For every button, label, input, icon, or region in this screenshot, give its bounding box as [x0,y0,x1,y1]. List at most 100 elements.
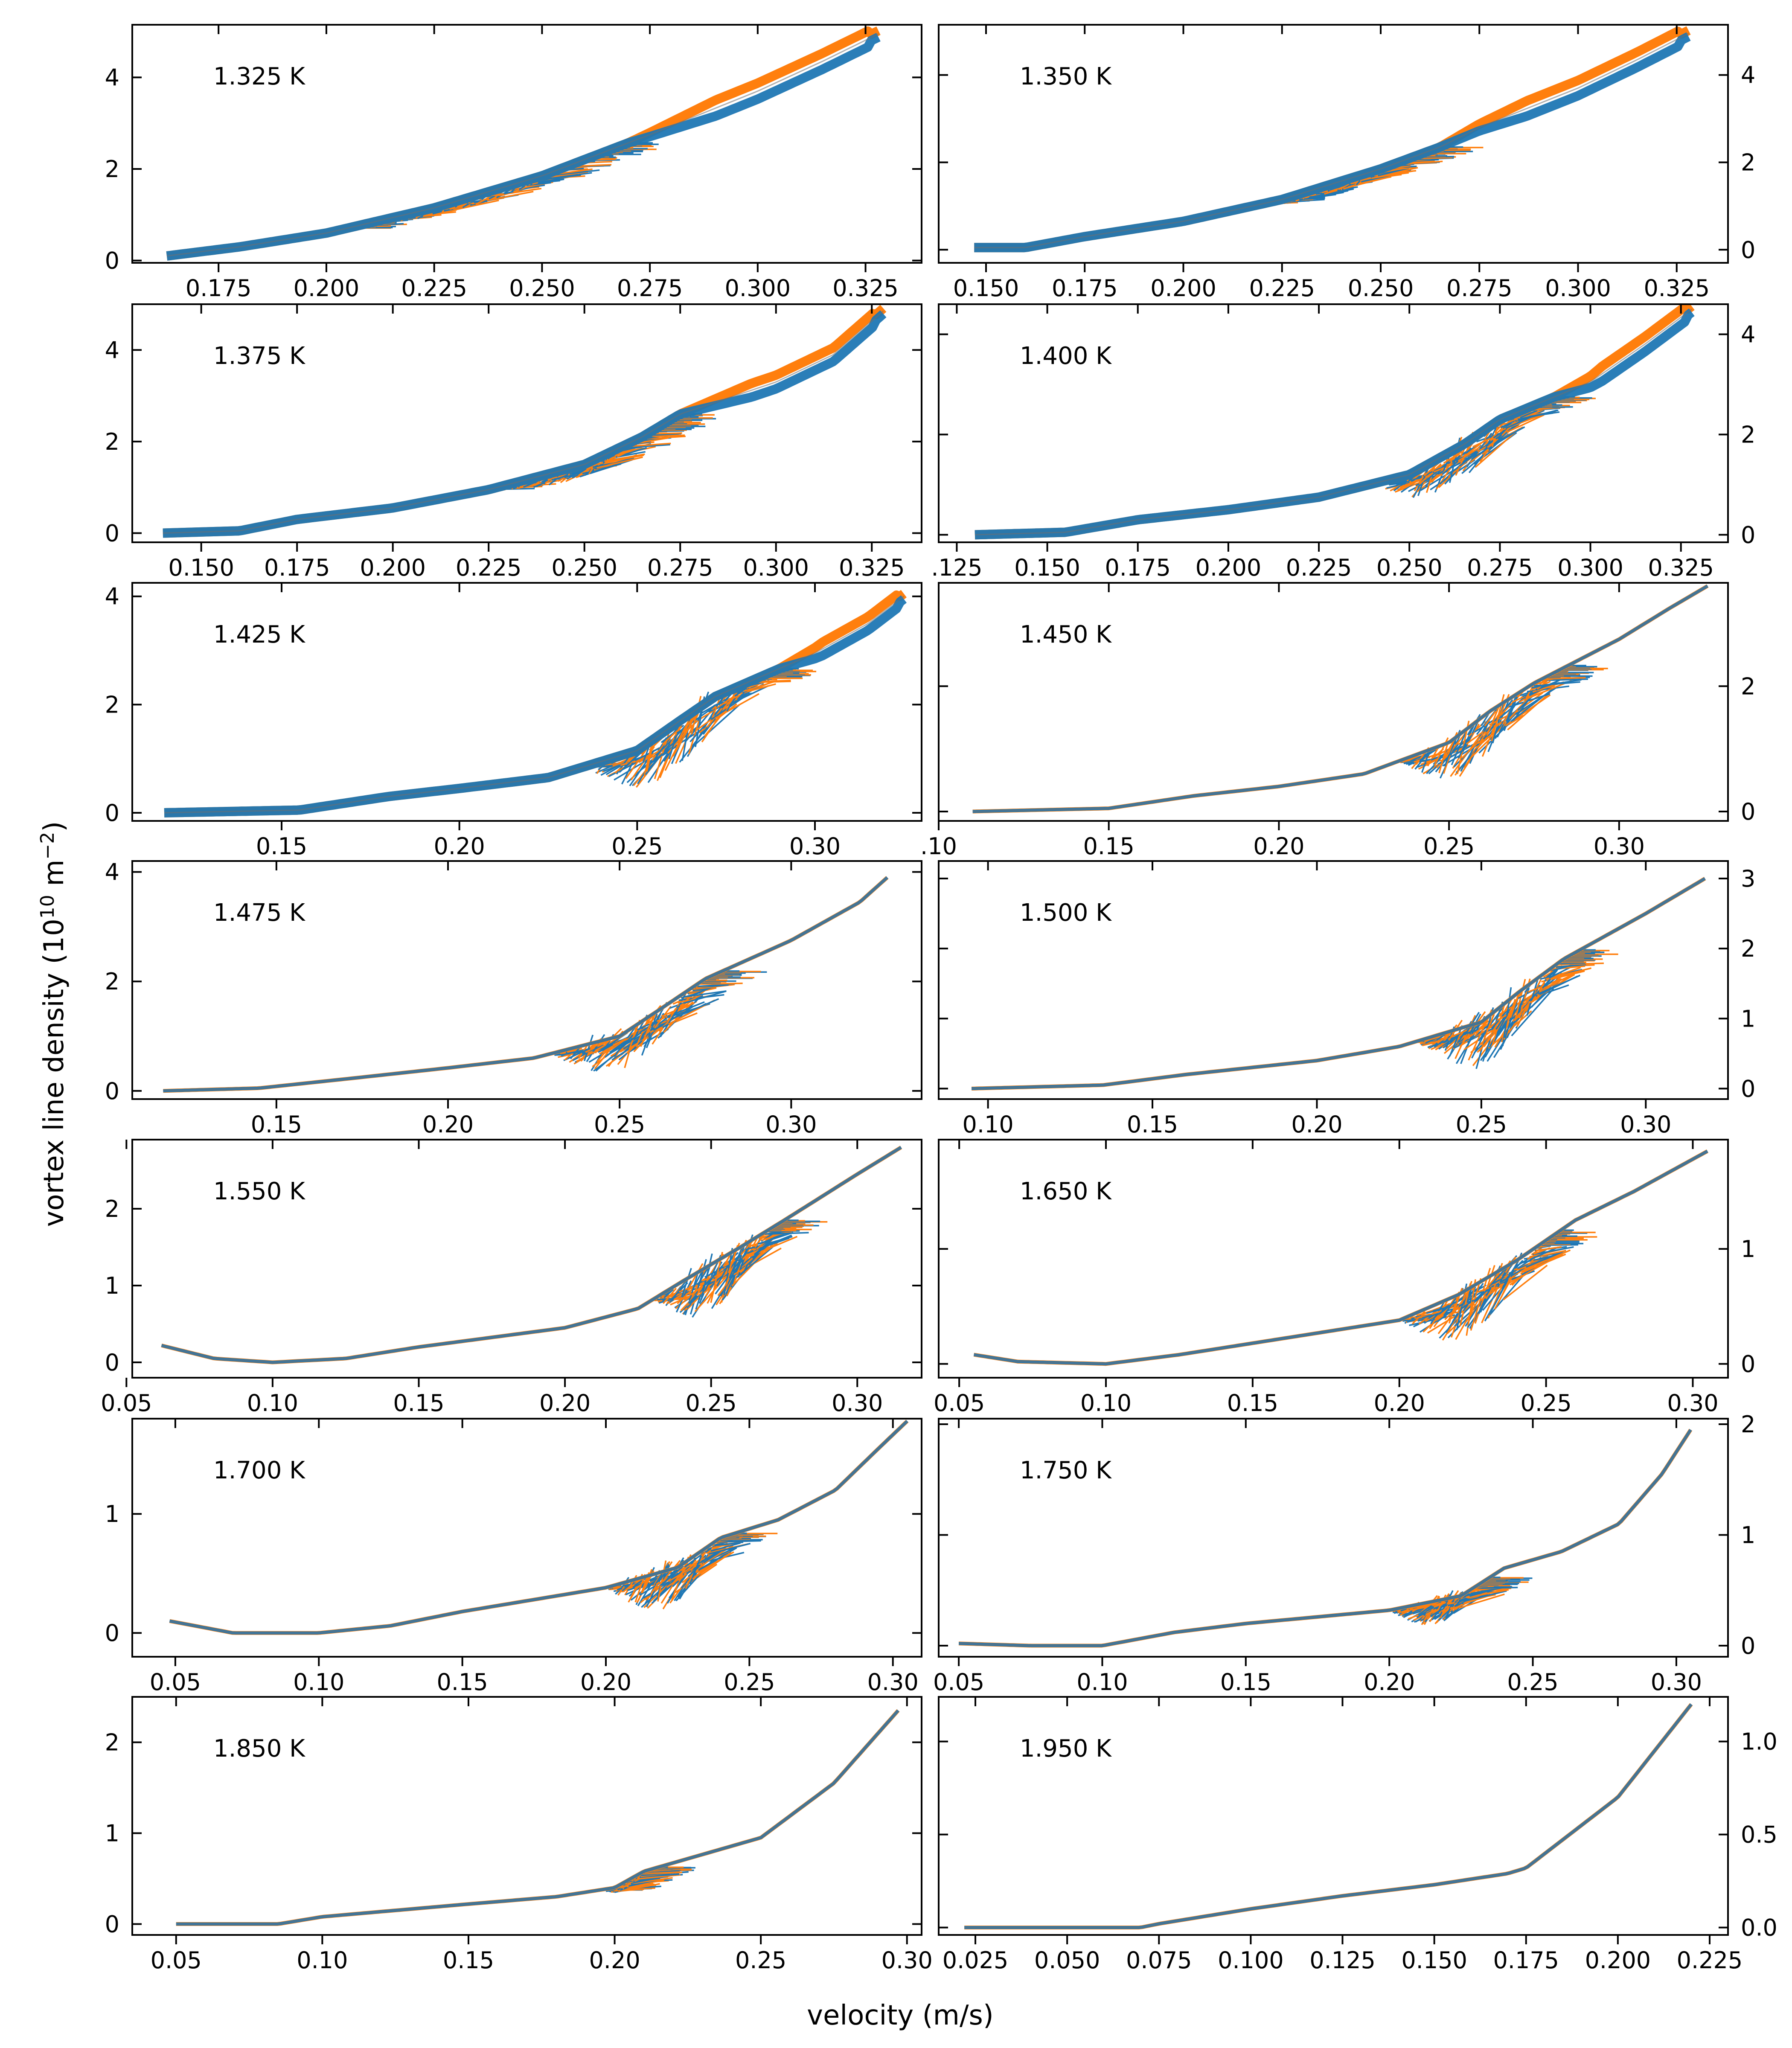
hash-stroke [707,1261,729,1304]
panel-4: .125 0.150 0.175 0.200 0.225 0.250 0.275 0.300 0… [931,303,1755,581]
hash-stroke [618,1883,660,1892]
x-tick-label: 0.225 [401,275,467,302]
panel-7: 0.15 0.20 0.25 0.30 0 2 4 1.475 K [105,859,922,1138]
hash-stroke [553,169,600,176]
mean-line [974,33,1689,248]
x-tick-label: 0.25 [594,1111,645,1138]
temperature-label: 1.325 K [213,63,305,90]
x-tick-label: 0.100 [1218,1947,1284,1974]
x-tick-label: 0.15 [256,833,307,860]
hash-stroke [1484,711,1496,727]
x-tick-label: 0.10 [963,1111,1014,1138]
data-group [972,584,1709,814]
x-tick-label: 0.225 [456,554,522,581]
x-tick-label: 0.20 [1253,833,1304,860]
data-group [971,877,1706,1091]
hash-stroke [1522,1254,1566,1273]
x-tick-label: 0.200 [1150,275,1216,302]
y-tick-label: 1 [1741,1236,1755,1263]
x-tick-label: 0.275 [1467,554,1533,581]
panel-frame [938,582,1729,822]
x-tick-label: 0.200 [1585,1947,1651,1974]
x-tick-label: 0.225 [1677,1947,1743,1974]
panel-frame [938,1696,1729,1936]
hash-stroke [667,1001,705,1018]
x-tick-label: 0.25 [1507,1669,1558,1696]
x-tick-label: 0.275 [1446,275,1513,302]
hash-stroke [1517,409,1559,421]
x-tick-label: 0.200 [360,554,426,581]
panel-frame [938,1418,1729,1658]
x-tick-label: 0.300 [725,275,791,302]
y-tick-label: 1 [1741,1522,1755,1549]
hash-stroke [1538,975,1581,995]
x-tick-label: 0.30 [789,833,841,860]
hash-stroke [1450,1020,1489,1038]
mean-line [166,33,879,257]
y-tick-label: 0 [1741,1075,1755,1102]
temperature-label: 1.475 K [213,899,305,927]
y-axis-title-prefix: vortex line density (10 [38,919,70,1227]
x-tick-label: 0.15 [437,1669,488,1696]
x-tick-label: 0.05 [101,1390,152,1417]
hash-stroke [564,1047,579,1061]
hash-stroke [1539,974,1574,992]
series-blue-line [169,1420,908,1635]
x-tick-label: 0.10 [1076,1669,1128,1696]
x-tick-label: 0.15 [1127,1111,1178,1138]
panel-9: 0.05 0.10 0.15 0.20 0.25 0.30 0 1 2 1.550 K [101,1139,922,1417]
hash-stroke [634,737,681,762]
x-tick-label: 0.275 [647,554,713,581]
hash-stroke [660,1562,688,1604]
y-tick-label: 2 [1741,421,1755,448]
hash-stroke [709,1542,751,1555]
x-tick-label: 0.15 [1083,833,1135,860]
hash-stroke [637,437,669,444]
hash-stroke [627,442,671,448]
panel-frame [131,303,922,543]
x-tick-label: 0.225 [1249,275,1315,302]
panel-frame [131,582,922,822]
hash-stroke [599,454,644,465]
hash-stroke [698,982,743,985]
y-tick-label: 2 [105,968,119,995]
y-tick-label: 0 [1741,521,1755,548]
hash-stroke [681,989,707,1009]
hash-stroke [716,1540,761,1543]
panel-13: 0.05 0.10 0.15 0.20 0.25 0.30 0 1 2 1.850 K [105,1696,933,1974]
x-tick-label: 0.25 [735,1947,786,1974]
x-tick-label: .125 [931,554,982,581]
series-orange-line [169,1420,909,1635]
x-tick-label: 0.10 [247,1390,298,1417]
hash-stroke [1478,1003,1506,1041]
hash-stroke [1506,414,1545,433]
hash-stroke [1520,410,1538,419]
hash-stroke [623,444,670,449]
x-tick-label: 0.30 [1667,1390,1718,1417]
x-tick-label: 0.175 [186,275,252,302]
x-tick-label: 0.125 [1309,1947,1376,1974]
data-group [163,590,907,817]
hash-stroke [687,707,717,757]
hash-stroke [1503,1265,1548,1300]
x-tick-label: 0.175 [1052,275,1118,302]
y-tick-label: 2 [1741,673,1755,700]
x-tick-label: 0.20 [1364,1669,1415,1696]
x-tick-label: 0.325 [832,275,899,302]
hash-stroke [673,1563,690,1583]
data-group [973,26,1691,253]
hash-stroke [697,1551,734,1573]
x-tick-label: 0.150 [1401,1947,1467,1974]
hash-stroke [1526,1249,1566,1268]
x-axis-title: velocity (m/s) [807,2000,994,2031]
hash-stroke [687,1263,704,1290]
hash-stroke [654,1006,672,1029]
mean-line [972,585,1708,812]
data-group [163,876,889,1093]
mean-line [161,1146,902,1363]
x-tick-label: 0.175 [1105,554,1171,581]
hash-stroke [637,1570,660,1606]
hash-stroke [1495,1006,1513,1030]
hash-stroke [1306,190,1349,200]
x-tick-label: 0.30 [765,1111,817,1138]
